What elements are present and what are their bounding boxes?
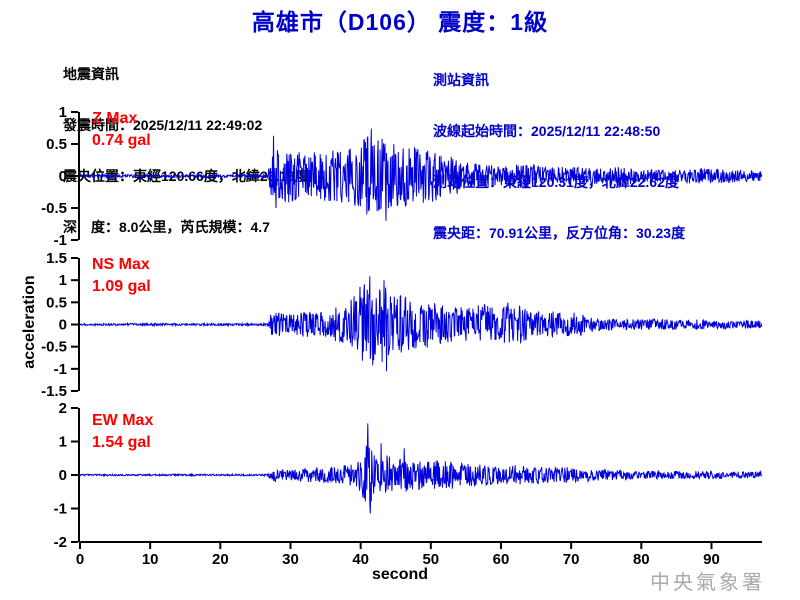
y-tick-label: -1 (54, 232, 67, 249)
wave-start-time: 波線起始時間：2025/12/11 22:48:50 (433, 123, 661, 139)
y-tick-label: -2 (54, 534, 67, 551)
y-tick-label: 2 (59, 400, 67, 417)
y-tick-label: 0 (59, 168, 67, 185)
earthquake-info-heading: 地震資訊 (63, 66, 119, 82)
depth-magnitude: 深 度：8.0公里，芮氏規模：4.7 (63, 219, 270, 235)
ew-max-value: 1.54 gal (92, 434, 151, 451)
ew-waveform (79, 423, 762, 514)
y-tick-label: 1 (59, 434, 67, 451)
y-tick-label: -1.5 (41, 383, 67, 400)
x-tick-label: 0 (76, 551, 84, 568)
x-tick-label: 30 (282, 551, 299, 568)
epicentral-distance-azimuth: 震央距：70.91公里，反方位角：30.23度 (433, 225, 686, 241)
x-tick-label: 70 (563, 551, 580, 568)
x-axis-title: second (371, 566, 429, 583)
y-tick-label: -1 (54, 361, 67, 378)
x-tick-label: 10 (142, 551, 159, 568)
ns-waveform (79, 276, 763, 372)
origin-time: 發震時間：2025/12/11 22:49:02 (63, 117, 263, 133)
y-tick-label: 0.5 (46, 294, 67, 311)
x-tick-label: 80 (633, 551, 650, 568)
ew-max-label: EW Max 1.54 gal (92, 410, 153, 454)
ns-channel-name: NS Max (92, 256, 150, 273)
y-tick-label: -0.5 (41, 200, 67, 217)
page-title: 高雄市（D106） 震度：1級 (251, 9, 549, 35)
station-info-block: 測站資訊 波線起始時間：2025/12/11 22:48:50 測站位置：東經1… (433, 38, 685, 276)
agency-watermark: 中央氣象署 (650, 570, 765, 594)
y-tick-label: 1 (59, 104, 67, 121)
x-tick-label: 50 (422, 551, 439, 568)
y-tick-label: 0 (59, 317, 67, 334)
z-max-value: 0.74 gal (92, 132, 151, 149)
earthquake-info-block: 地震資訊 發震時間：2025/12/11 22:49:02 震央位置：東經120… (63, 32, 309, 270)
y-tick-label: 0.5 (46, 136, 67, 153)
x-tick-label: 20 (212, 551, 229, 568)
ns-max-value: 1.09 gal (92, 278, 151, 295)
z-max-label: Z Max 0.74 gal (92, 108, 151, 152)
y-tick-label: 1.5 (46, 250, 67, 267)
y-tick-label: -0.5 (41, 339, 67, 356)
x-tick-label: 90 (703, 551, 720, 568)
x-tick-label: 60 (493, 551, 510, 568)
y-tick-label: 0 (59, 467, 67, 484)
y-axis-title: acceleration (21, 275, 38, 369)
z-waveform (79, 128, 763, 221)
y-tick-label: 1 (59, 272, 67, 289)
station-info-heading: 測站資訊 (433, 72, 489, 88)
ns-max-label: NS Max 1.09 gal (92, 254, 151, 298)
y-tick-label: -1 (54, 501, 67, 518)
x-tick-label: 40 (352, 551, 369, 568)
ew-channel-name: EW Max (92, 412, 154, 429)
z-channel-name: Z Max (92, 110, 138, 127)
